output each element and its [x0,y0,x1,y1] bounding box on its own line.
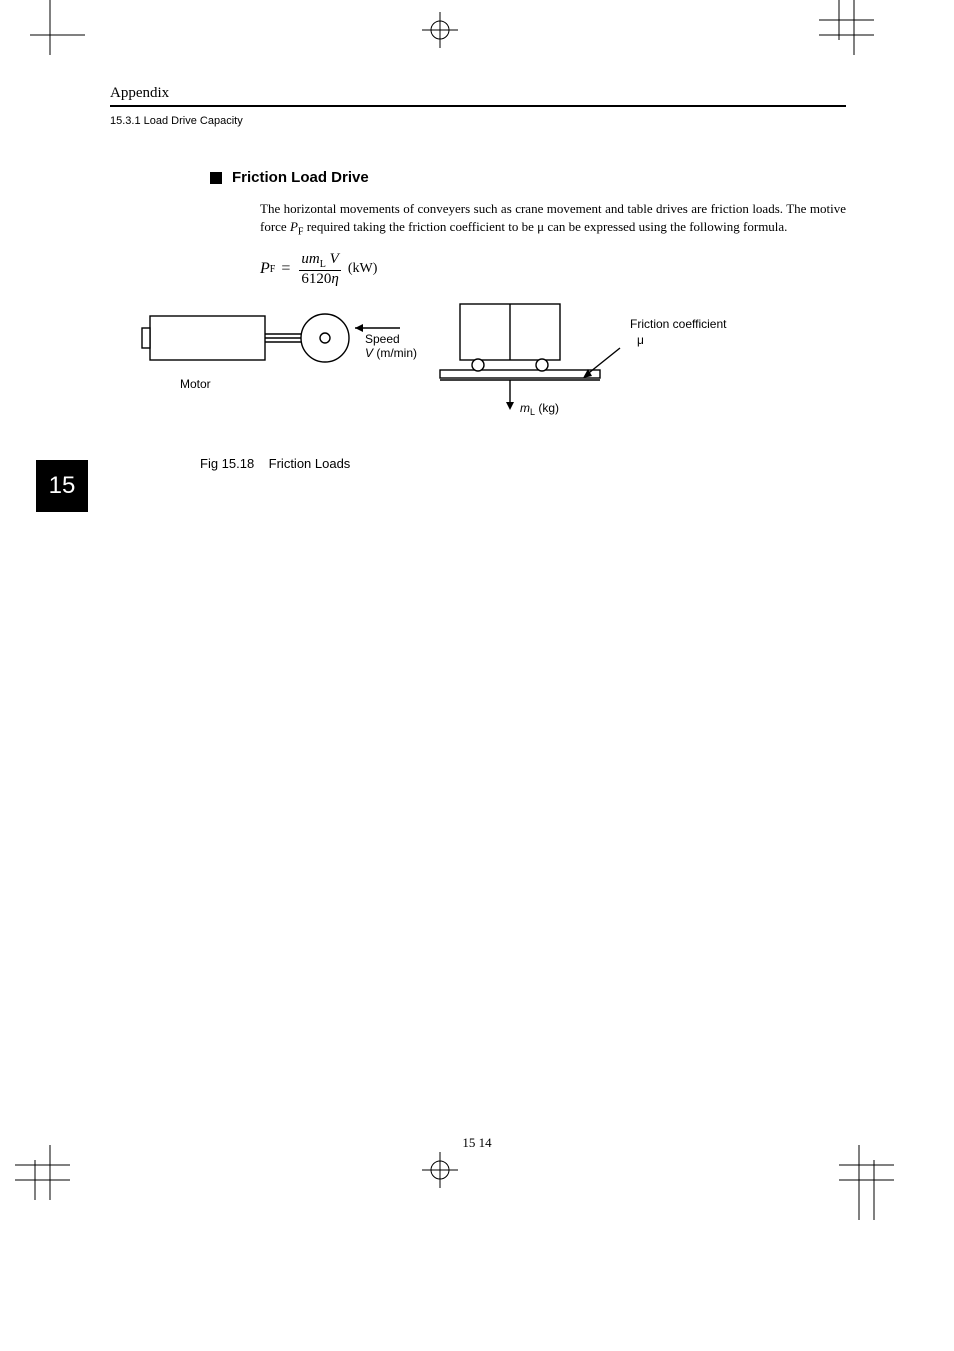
den-val: 6120 [301,271,331,287]
num-V: V [330,251,339,267]
body-text-2: required taking the friction coefficient… [303,219,787,234]
crop-mark-top-right [804,0,874,70]
den-eta: η [331,271,338,287]
friction-label: Friction coefficient [630,317,727,331]
formula: PF = umL V 6120η (kW) [260,251,846,288]
formula-lhs: P [260,260,270,278]
page-content: Appendix 15.3.1 Load Drive Capacity Fric… [110,85,846,471]
crop-mark-top-left [30,0,90,70]
num-u: u [301,251,309,267]
registration-mark-top [420,10,460,50]
num-m: m [309,251,320,267]
fig-text: Friction Loads [269,456,351,471]
friction-symbol: μ [637,333,644,347]
body-paragraph: The horizontal movements of conveyers su… [260,200,846,239]
body-var: P [290,219,298,234]
formula-lhs-sub: F [270,264,276,275]
section-heading: Friction Load Drive [210,169,846,186]
motor-label: Motor [180,377,211,391]
friction-diagram: Motor Speed V (m/min) mL (kg) Friction c… [140,298,846,471]
speed-var: V (m/min) [365,346,417,360]
fig-prefix: Fig 15.18 [200,456,254,471]
header-appendix: Appendix [110,85,846,107]
figure-caption: Fig 15.18 Friction Loads [200,456,846,471]
formula-fraction: umL V 6120η [299,251,340,288]
diagram-svg: Motor Speed V (m/min) mL (kg) Friction c… [140,298,780,448]
chapter-tab: 15 [36,460,88,512]
speed-label: Speed [365,332,400,346]
section-title: Friction Load Drive [232,169,369,186]
header-subsection: 15.3.1 Load Drive Capacity [110,115,846,127]
registration-mark-bottom [420,1150,460,1190]
mass-label: mL (kg) [520,401,559,417]
formula-unit: (kW) [348,261,378,277]
formula-equals: = [281,260,290,278]
bullet-icon [210,172,222,184]
num-m-sub: L [320,259,326,270]
page-number: 15 14 [0,1135,954,1151]
